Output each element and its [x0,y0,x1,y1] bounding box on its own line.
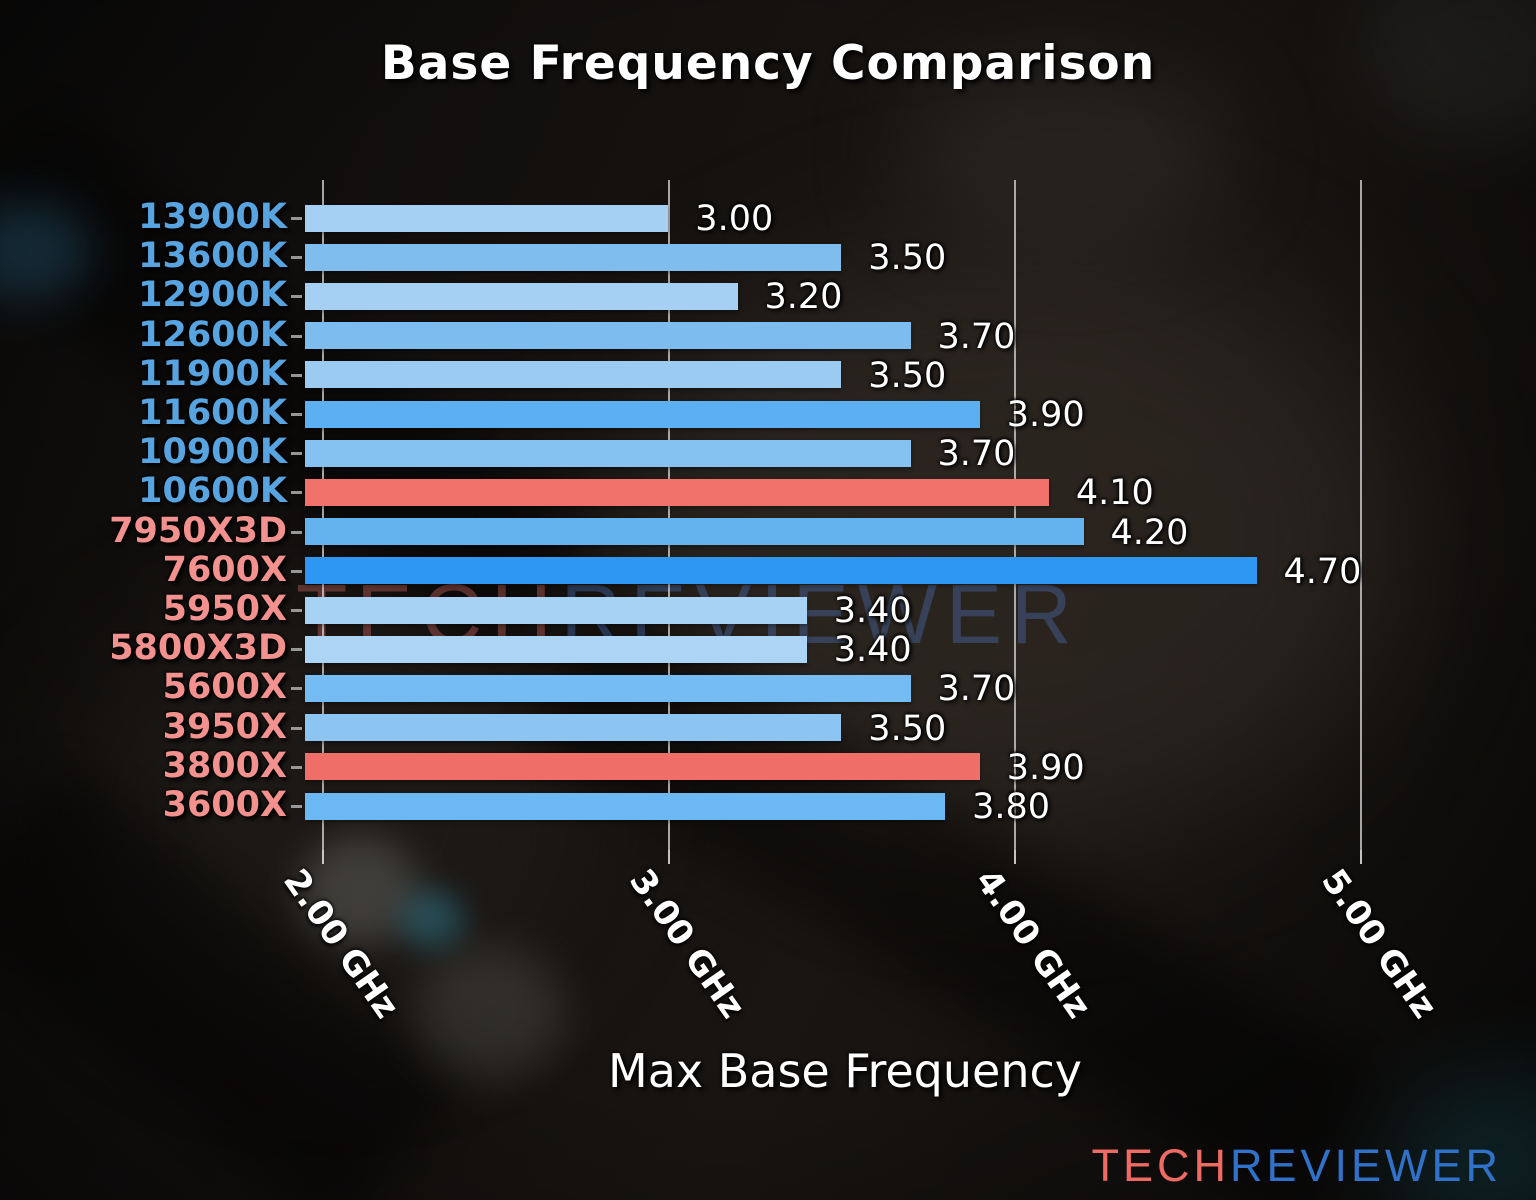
bar [305,792,946,820]
bar [305,439,911,467]
category-label: 13600K [138,236,287,277]
bar [305,596,807,624]
x-axis-title: Max Base Frequency [608,1044,1082,1098]
row-tick [291,491,302,495]
value-label: 3.70 [937,316,1016,357]
category-label: 3950X [162,706,287,747]
category-label: 13900K [138,197,287,237]
category-label: 7950X3D [109,510,287,551]
gridline [1014,180,1017,850]
bar [305,557,1257,585]
row-tick [291,295,302,299]
axis-tick [1014,850,1017,864]
row-tick [291,687,302,691]
row-tick [291,805,302,808]
axis-tick [1360,850,1363,864]
row-tick [291,765,302,769]
row-tick [291,217,302,220]
capacitor-blob [300,835,420,945]
bar [305,204,669,232]
brand-logo-reviewer: REVIEWER [1229,1140,1502,1191]
bar [305,518,1084,546]
row-tick [291,569,302,573]
brand-logo-tech: TECH [1091,1140,1230,1191]
category-label: 12900K [138,275,287,316]
bar [305,243,842,271]
axis-tick [668,850,671,864]
value-label: 3.80 [972,787,1051,827]
capacitor-blob [415,945,565,1080]
axis-tick [322,850,325,864]
bar [305,753,980,781]
bar [305,282,738,310]
value-label: 4.70 [1283,551,1362,592]
chart-title: Base Frequency Comparison [380,36,1156,91]
value-label: 3.20 [764,277,843,318]
value-label: 3.50 [868,708,947,749]
category-label: 12600K [138,314,287,355]
category-label: 11600K [138,393,287,433]
row-tick [291,334,302,338]
bar [305,478,1049,506]
category-label: 3800X [162,745,287,786]
row-tick [291,413,302,416]
value-label: 4.10 [1075,473,1154,514]
category-label: 5800X3D [109,628,287,669]
gridline [1360,180,1363,850]
bar [305,674,911,702]
category-label: 10600K [138,471,287,512]
row-tick [291,609,302,612]
row-tick [291,452,302,456]
value-label: 3.90 [1006,395,1085,435]
value-label: 3.50 [868,355,947,396]
bar [305,635,807,663]
category-label: 11900K [138,353,287,394]
category-label: 5600X [162,667,287,708]
category-label: 10900K [138,432,287,473]
value-label: 3.00 [695,199,774,239]
value-label: 4.20 [1110,512,1189,553]
category-label: 7600X [162,549,287,590]
row-tick [291,256,302,260]
value-label: 3.40 [833,591,912,631]
category-label: 3600X [162,785,287,825]
background-blob [900,60,1230,240]
plot-area: 2.00 GHz 3.00 GHz 4.00 GHz 5.00 GHz 13900K 3.… [109,180,1470,1026]
category-label: 5950X [162,589,287,629]
value-label: 3.90 [1006,747,1085,788]
value-label: 3.50 [868,238,947,279]
row-tick [291,726,302,730]
gridline [668,180,671,850]
capacitor-blob [400,890,464,948]
value-label: 3.70 [937,669,1016,710]
bar [305,400,980,428]
value-label: 3.70 [937,434,1016,475]
value-label: 3.40 [833,630,912,671]
row-tick [291,373,302,377]
gridline [322,180,325,850]
bar [305,361,842,389]
row-tick [291,530,302,534]
row-tick [291,648,302,652]
brand-logo: TECHREVIEWER [1091,1140,1502,1192]
bar [305,322,911,350]
bar [305,714,842,742]
